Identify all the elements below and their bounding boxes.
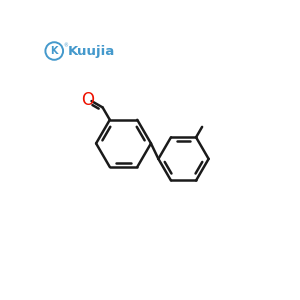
Text: K: K	[50, 46, 58, 56]
Text: Kuujia: Kuujia	[67, 44, 115, 58]
Text: O: O	[81, 91, 94, 109]
Text: ®: ®	[64, 44, 68, 48]
